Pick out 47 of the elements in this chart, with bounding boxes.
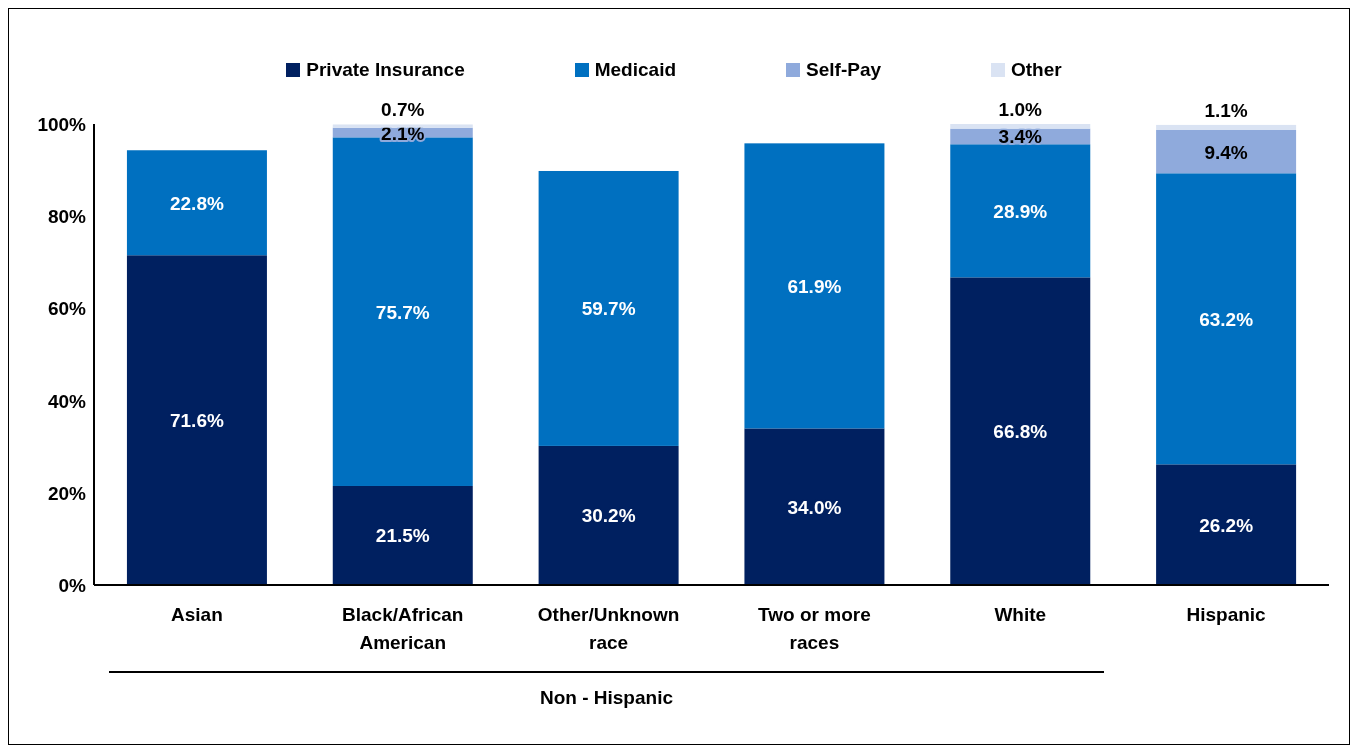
y-tick-label: 100%	[37, 114, 87, 136]
bar	[332, 485, 473, 585]
legend-label: Private Insurance	[306, 59, 465, 81]
y-tick-label: 40%	[47, 390, 87, 412]
bar	[538, 170, 679, 446]
text: Non - Hispanic	[539, 687, 674, 709]
data-label: 1.1%	[1204, 99, 1248, 121]
data-label: 71.6%	[170, 410, 224, 432]
x-tick-label: Other/Unknown race	[537, 604, 680, 653]
y-tick-label: 60%	[47, 298, 87, 320]
bar	[950, 124, 1091, 129]
bar	[126, 255, 267, 585]
bar	[538, 445, 679, 585]
x-tick-label: Two or more races	[758, 604, 871, 653]
y-tick-label: 80%	[47, 206, 87, 228]
data-label: 1.0%	[998, 99, 1043, 120]
y-tick-label: 0%	[58, 574, 87, 596]
bar	[126, 150, 267, 256]
bar	[1156, 464, 1297, 585]
data-label: 21.5%	[375, 525, 430, 547]
x-tick-label: White	[994, 604, 1047, 625]
data-label: 0.7%	[381, 99, 425, 121]
data-label: 61.9%	[787, 275, 842, 297]
x-tick-label: Hispanic	[1186, 604, 1267, 625]
data-label: 3.4%	[998, 126, 1043, 148]
data-label: 22.8%	[170, 192, 224, 214]
bar	[744, 428, 885, 585]
data-label: 66.8%	[993, 421, 1048, 443]
bar	[950, 144, 1091, 278]
legend-label: Medicaid	[594, 59, 677, 81]
legend-label: Other	[1011, 59, 1062, 81]
data-label: 34.0%	[787, 496, 842, 518]
bar	[1156, 124, 1297, 130]
bar	[1156, 173, 1297, 465]
data-label: 75.7%	[375, 301, 430, 323]
data-label: 63.2%	[1199, 308, 1254, 330]
bar	[950, 277, 1091, 585]
data-label: 30.2%	[581, 505, 636, 527]
y-tick-label: 20%	[47, 482, 87, 504]
data-label: 59.7%	[581, 298, 636, 320]
x-tick-label: Black/African American	[342, 604, 464, 653]
legend-label: Self-Pay	[806, 59, 882, 81]
bar	[744, 143, 885, 429]
x-tick-label: Asian	[171, 604, 223, 625]
data-label: 28.9%	[993, 200, 1048, 222]
data-label: 9.4%	[1204, 141, 1248, 163]
data-label: 26.2%	[1199, 514, 1254, 536]
